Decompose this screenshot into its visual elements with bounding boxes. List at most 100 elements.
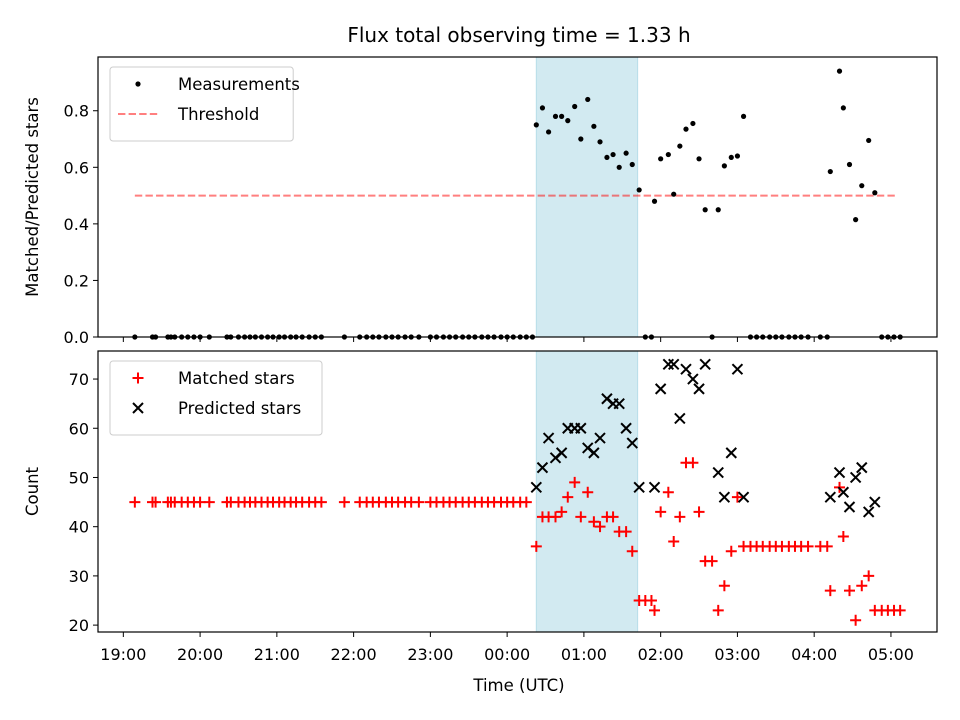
data-point	[588, 447, 600, 459]
data-point	[715, 207, 721, 213]
x-axis-label: Time (UTC)	[472, 676, 564, 695]
data-point	[604, 154, 610, 161]
data-point	[194, 496, 206, 508]
data-point	[680, 363, 692, 375]
data-point	[552, 113, 559, 119]
data-point	[840, 105, 846, 111]
data-point	[626, 545, 638, 557]
legend-label: Measurements	[178, 75, 300, 94]
y-tick-label: 30	[69, 567, 89, 586]
data-point	[699, 358, 711, 370]
data-point	[725, 447, 737, 459]
data-point	[594, 432, 606, 444]
x-tick-label: 03:00	[714, 645, 760, 664]
legend-box	[109, 360, 323, 436]
y-tick-label: 0.4	[64, 215, 89, 234]
data-point	[849, 471, 862, 484]
data-point	[150, 496, 162, 508]
y-axis-label: Matched/Predicted stars	[23, 97, 42, 297]
data-point	[824, 491, 837, 503]
data-point	[683, 126, 689, 132]
legend: Measurements Threshold	[109, 66, 300, 142]
data-point	[542, 432, 555, 444]
data-point	[687, 457, 699, 469]
data-point	[520, 496, 532, 508]
data-point	[843, 585, 855, 597]
data-point	[674, 511, 686, 523]
data-point	[633, 481, 645, 494]
data-point	[728, 154, 734, 161]
data-point	[578, 136, 584, 142]
data-point	[629, 161, 635, 168]
data-point	[585, 96, 591, 103]
axes-frame	[97, 56, 938, 338]
data-point	[824, 585, 836, 597]
data-point	[837, 531, 849, 543]
data-point	[737, 491, 750, 503]
data-point	[677, 143, 683, 149]
legend-label: Predicted stars	[178, 399, 301, 418]
data-point	[129, 496, 141, 508]
data-point	[662, 486, 674, 498]
data-point	[668, 535, 680, 547]
y-tick-label: 0.0	[64, 328, 89, 347]
data-point	[658, 156, 664, 162]
y-tick-label: 70	[69, 370, 89, 389]
data-point	[545, 129, 552, 135]
data-point	[712, 604, 724, 616]
series-predicted-stars	[530, 358, 881, 518]
data-point	[562, 491, 574, 503]
data-point	[556, 506, 568, 518]
data-point	[862, 506, 875, 518]
data-point	[821, 540, 833, 552]
data-point	[869, 496, 881, 508]
data-point	[610, 151, 616, 158]
x-tick-label: 23:00	[407, 645, 453, 664]
data-point	[315, 496, 327, 508]
y-tick-label: 50	[69, 468, 89, 487]
data-point	[668, 358, 680, 370]
data-point	[533, 122, 539, 128]
data-point	[613, 397, 625, 410]
data-point	[559, 113, 565, 119]
data-point	[651, 198, 658, 204]
data-point	[655, 506, 667, 518]
data-point	[843, 501, 856, 513]
x-tick-label: 00:00	[484, 645, 530, 664]
data-point	[536, 461, 549, 474]
data-point	[706, 555, 718, 567]
data-point	[620, 526, 632, 538]
figure-title: Flux total observing time = 1.33 h	[347, 23, 690, 47]
data-point	[549, 511, 561, 523]
y-tick-label: 0.8	[64, 102, 89, 121]
data-point	[338, 496, 350, 508]
data-point	[582, 486, 594, 498]
y-axis-label: Count	[23, 466, 42, 516]
data-point	[626, 437, 638, 449]
data-point	[413, 496, 425, 508]
data-point	[866, 137, 872, 144]
y-tick-label: 20	[69, 616, 89, 635]
data-point	[572, 103, 578, 110]
data-point	[836, 68, 843, 74]
data-point	[725, 545, 737, 557]
x-tick-label: 04:00	[791, 645, 837, 664]
x-tick-label: 21:00	[254, 645, 300, 664]
data-point	[569, 476, 581, 488]
data-point	[591, 123, 597, 129]
data-point	[731, 363, 744, 375]
data-point	[620, 422, 632, 434]
data-point	[740, 113, 747, 119]
data-point	[539, 105, 546, 111]
data-point	[555, 447, 568, 459]
data-point	[863, 570, 875, 582]
data-point	[859, 183, 865, 189]
data-point	[654, 383, 667, 395]
data-point	[597, 139, 603, 145]
data-point	[674, 412, 686, 425]
data-point	[565, 118, 571, 124]
data-point	[575, 422, 587, 434]
data-point	[833, 466, 846, 479]
legend-box	[109, 66, 294, 142]
